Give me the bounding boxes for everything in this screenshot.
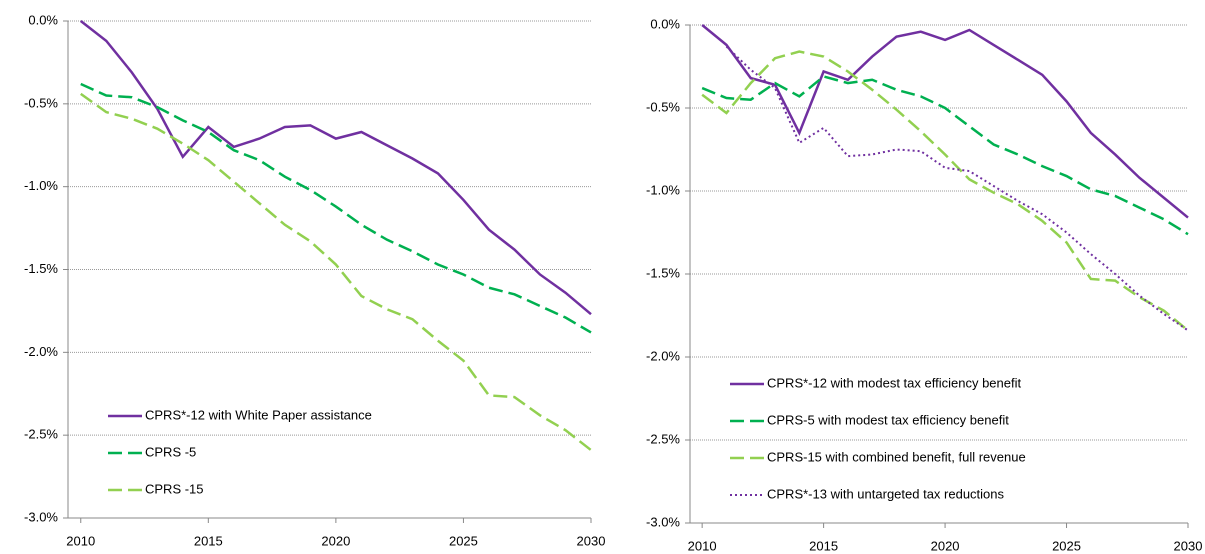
y-tick-label: -2.5% — [646, 431, 680, 446]
legend-label: CPRS -5 — [145, 444, 196, 459]
x-tick-label: 2030 — [1174, 538, 1203, 553]
legend-label: CPRS-15 with combined benefit, full reve… — [767, 449, 1026, 464]
y-tick-label: -1.5% — [24, 261, 58, 276]
y-tick-label: -1.0% — [24, 178, 58, 193]
legend-label: CPRS-5 with modest tax efficiency benefi… — [767, 412, 1009, 427]
series-line — [725, 45, 1189, 332]
x-tick-label: 2010 — [688, 538, 717, 553]
y-tick-label: -2.0% — [646, 348, 680, 363]
x-tick-label: 2025 — [1052, 538, 1081, 553]
series-line — [79, 20, 592, 316]
x-tick-label: 2025 — [449, 533, 478, 548]
legend-label: CPRS -15 — [145, 481, 204, 496]
y-tick-label: -2.5% — [24, 427, 58, 442]
y-tick-label: 0.0% — [650, 16, 680, 31]
y-tick-label: -0.5% — [646, 99, 680, 114]
y-tick-label: -1.0% — [646, 182, 680, 197]
series-line — [80, 82, 592, 334]
legend-label: CPRS*-12 with White Paper assistance — [145, 407, 372, 422]
y-tick-label: 0.0% — [28, 12, 58, 27]
x-tick-label: 2020 — [321, 533, 350, 548]
series-line — [80, 92, 592, 452]
series-line — [701, 24, 1189, 219]
series-line — [701, 75, 1189, 236]
series-line — [701, 50, 1189, 332]
x-tick-label: 2030 — [577, 533, 606, 548]
x-tick-label: 2020 — [931, 538, 960, 553]
y-tick-label: -3.0% — [24, 509, 58, 524]
x-tick-label: 2015 — [194, 533, 223, 548]
y-tick-label: -1.5% — [646, 265, 680, 280]
y-tick-label: -3.0% — [646, 514, 680, 529]
x-tick-label: 2015 — [809, 538, 838, 553]
legend-label: CPRS*-12 with modest tax efficiency bene… — [767, 375, 1021, 390]
y-tick-label: -0.5% — [24, 95, 58, 110]
legend-label: CPRS*-13 with untargeted tax reductions — [767, 486, 1005, 501]
y-tick-label: -2.0% — [24, 344, 58, 359]
x-tick-label: 2010 — [66, 533, 95, 548]
